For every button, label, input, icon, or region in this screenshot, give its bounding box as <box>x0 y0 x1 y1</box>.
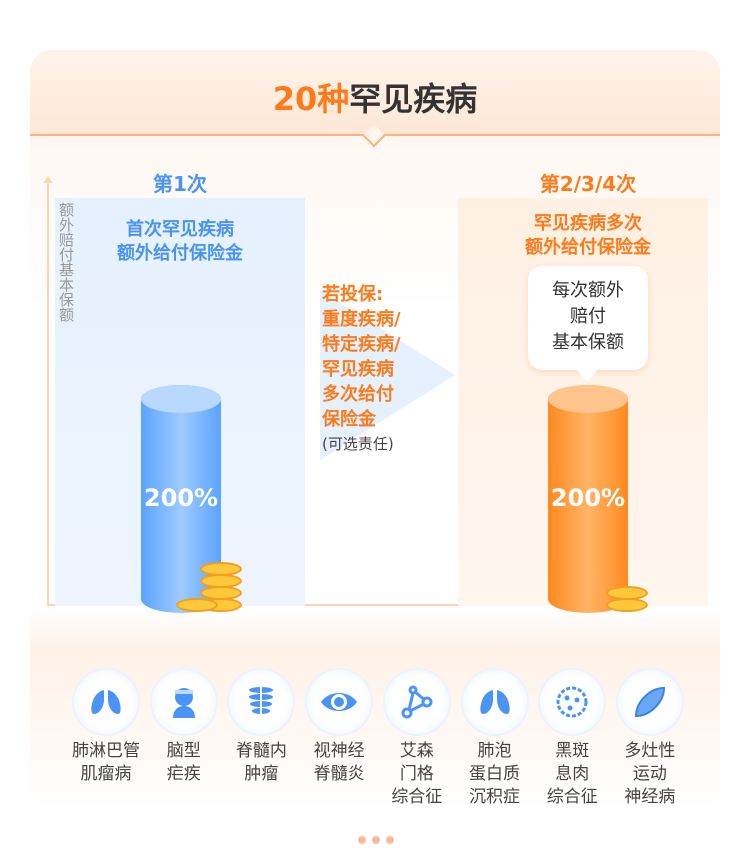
first-claim-percent: 200% <box>143 484 219 512</box>
disease-label: 多灶性 运动 神经病 <box>624 741 676 807</box>
first-claim-title: 第1次 <box>153 172 207 196</box>
disease-item: 肺淋巴管 肌瘤病 <box>68 670 144 809</box>
y-axis <box>43 176 53 605</box>
head-bandage-icon <box>151 670 216 734</box>
disease-item: 黑斑 息肉 综合征 <box>534 670 610 809</box>
note-line: 重度疾病/ <box>322 309 401 330</box>
muscle-icon <box>617 670 682 734</box>
repeat-claim-percent: 200% <box>550 484 626 512</box>
disease-label: 艾森 门格 综合征 <box>391 741 443 807</box>
cell-icon <box>540 670 605 734</box>
page-dot[interactable] <box>372 836 380 844</box>
disease-label: 肺淋巴管 肌瘤病 <box>72 741 140 784</box>
header-band <box>30 50 720 136</box>
subtitle-line: 额外给付保险金 <box>525 237 651 258</box>
repeat-claim-cylinder <box>548 385 628 613</box>
note-line: 多次给付 <box>322 384 394 405</box>
repeat-claim-subtitle: 罕见疾病多次 额外给付保险金 <box>463 212 713 260</box>
subtitle-line: 罕见疾病多次 <box>534 213 642 234</box>
bubble-line: 赔付 <box>570 306 606 327</box>
eye-icon <box>307 670 372 734</box>
speech-bubble: 每次额外 赔付 基本保额 <box>528 266 648 370</box>
x-axis <box>47 604 707 606</box>
title-number: 20种 <box>272 80 350 118</box>
page-dot[interactable] <box>358 836 366 844</box>
title-text: 罕见疾病 <box>349 80 478 118</box>
note-line: 特定疾病/ <box>322 334 401 355</box>
molecule-icon <box>384 670 449 734</box>
disease-label: 脑型 疟疾 <box>166 741 201 784</box>
disease-item: 脊髓内 肿瘤 <box>223 670 299 809</box>
repeat-claim-title: 第2/3/4次 <box>539 172 637 196</box>
disease-item: 多灶性 运动 神经病 <box>612 670 688 809</box>
subtitle-line: 额外给付保险金 <box>117 243 243 264</box>
disease-label: 黑斑 息肉 综合征 <box>546 741 598 807</box>
note-line: 保险金 <box>322 409 376 430</box>
disease-item: 脑型 疟疾 <box>146 670 222 809</box>
y-axis-label: 额外赔付基本保额 <box>57 202 75 322</box>
pagination-dots[interactable] <box>358 836 394 844</box>
disease-label: 肺泡 蛋白质 沉积症 <box>469 741 521 807</box>
first-claim-subtitle: 首次罕见疾病 额外给付保险金 <box>55 218 305 266</box>
disease-list: 肺淋巴管 肌瘤病 脑型 疟疾 脊髓内 肿瘤 视神经 脊髓炎 艾森 门格 综合征 … <box>68 670 688 809</box>
disease-item: 视神经 脊髓炎 <box>301 670 377 809</box>
bubble-line: 每次额外 <box>552 280 624 301</box>
note-line: 若投保: <box>322 284 384 305</box>
page-title: 20种罕见疾病 <box>0 74 750 120</box>
subtitle-line: 首次罕见疾病 <box>126 219 234 240</box>
disease-label: 视神经 脊髓炎 <box>313 741 365 784</box>
spine-icon <box>229 670 294 734</box>
page-dot[interactable] <box>386 836 394 844</box>
disease-item: 艾森 门格 综合征 <box>379 670 455 809</box>
note-line: 罕见疾病 <box>322 359 394 380</box>
bubble-line: 基本保额 <box>552 332 624 353</box>
lungs-icon <box>74 670 138 734</box>
disease-item: 肺泡 蛋白质 沉积症 <box>457 670 533 809</box>
lungs-icon <box>462 670 527 734</box>
disease-label: 脊髓内 肿瘤 <box>235 741 287 784</box>
condition-note: 若投保: 重度疾病/ 特定疾病/ 罕见疾病 多次给付 保险金 (可选责任) <box>322 282 401 457</box>
optional-note: (可选责任) <box>322 435 394 453</box>
arrow-right-icon <box>320 290 455 460</box>
